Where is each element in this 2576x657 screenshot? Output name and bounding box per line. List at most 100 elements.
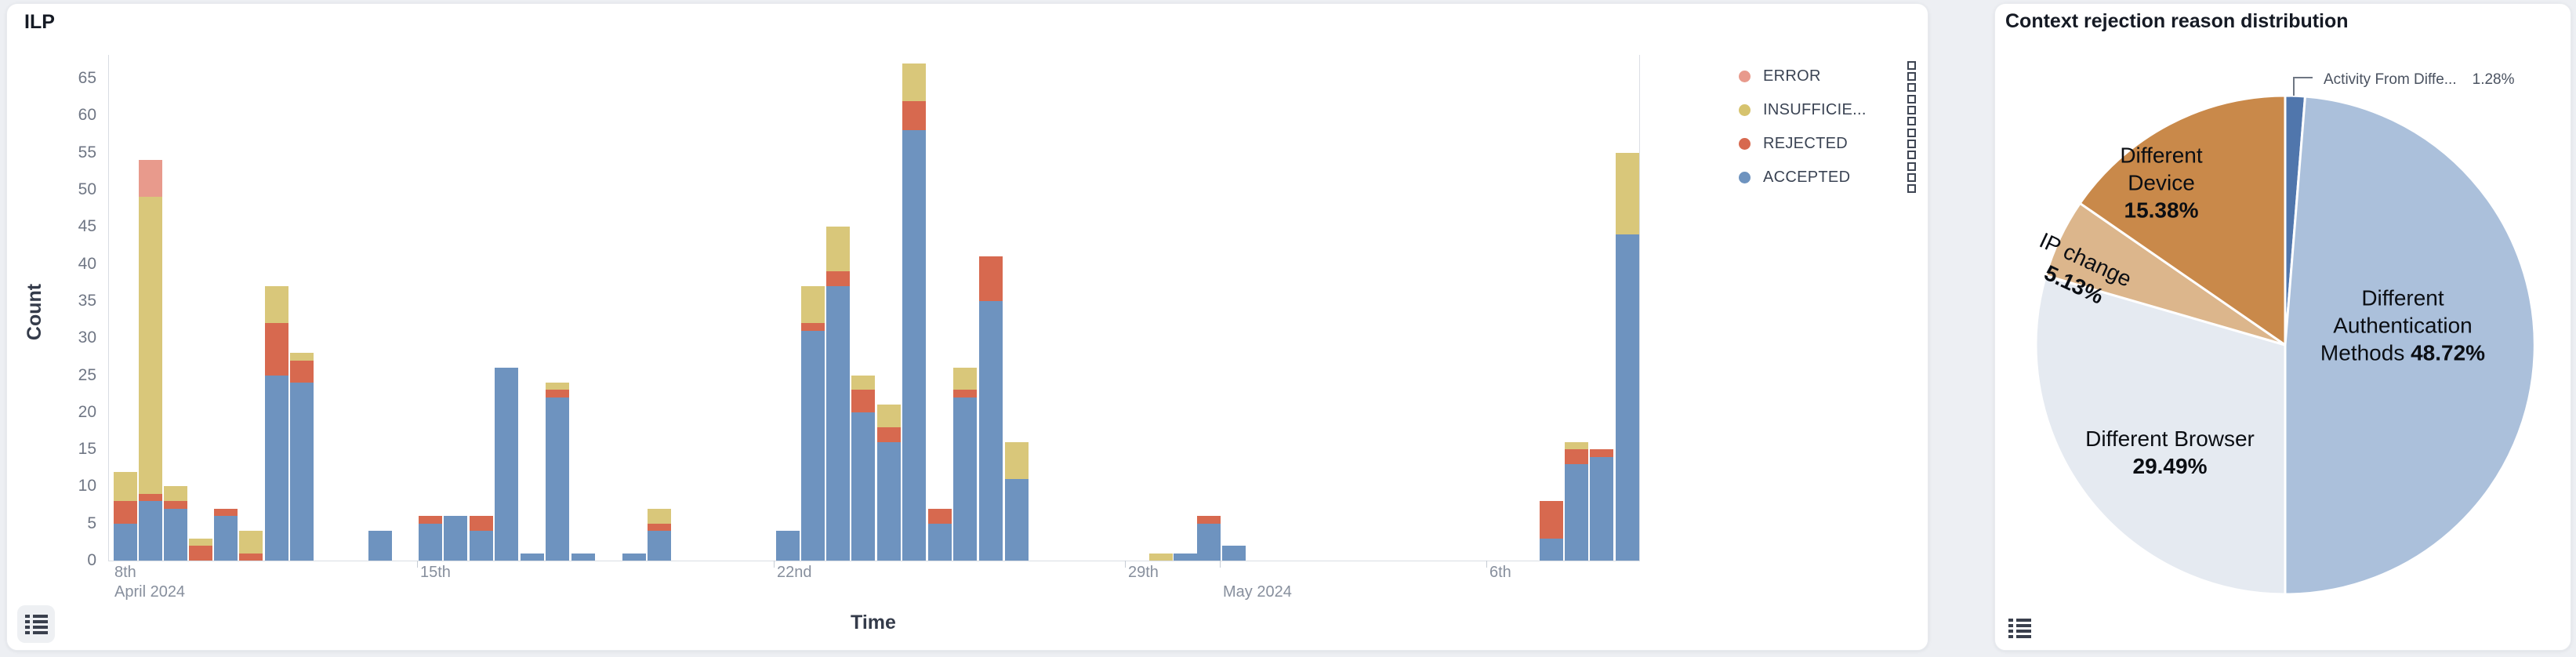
bar-segment-accepted[interactable] bbox=[419, 523, 442, 561]
legend-item-error[interactable]: ERROR bbox=[1739, 65, 1821, 87]
bar-segment-rejected[interactable] bbox=[648, 523, 671, 532]
stacked-bar[interactable] bbox=[1565, 441, 1588, 561]
bar-segment-accepted[interactable] bbox=[444, 516, 467, 561]
bar-segment-rejected[interactable] bbox=[826, 271, 850, 286]
stacked-bar[interactable] bbox=[1222, 546, 1246, 561]
stacked-bar[interactable] bbox=[368, 531, 392, 561]
bar-segment-accepted[interactable] bbox=[1197, 523, 1221, 561]
stacked-bar[interactable] bbox=[1149, 553, 1173, 561]
legend-item-rejected[interactable]: REJECTED bbox=[1739, 132, 1848, 154]
bar-segment-accepted[interactable] bbox=[114, 523, 137, 561]
bar-segment-insufficient[interactable] bbox=[265, 285, 288, 324]
bar-segment-rejected[interactable] bbox=[902, 100, 926, 131]
legend-item-accepted[interactable]: ACCEPTED bbox=[1739, 166, 1850, 188]
bar-segment-insufficient[interactable] bbox=[546, 382, 569, 390]
bar-segment-insufficient[interactable] bbox=[826, 227, 850, 272]
stacked-bar[interactable] bbox=[290, 353, 314, 561]
stacked-bar[interactable] bbox=[622, 553, 646, 561]
pie-slice-different-browser[interactable] bbox=[2034, 274, 2287, 596]
stacked-bar[interactable] bbox=[139, 160, 162, 561]
bar-segment-insufficient[interactable] bbox=[114, 471, 137, 502]
bar-segment-rejected[interactable] bbox=[265, 323, 288, 376]
bar-segment-rejected[interactable] bbox=[851, 390, 875, 412]
series-options-kebab-icon[interactable] bbox=[1907, 127, 1916, 160]
bar-segment-insufficient[interactable] bbox=[164, 486, 187, 502]
series-options-kebab-icon[interactable] bbox=[1907, 60, 1916, 93]
bar-segment-accepted[interactable] bbox=[622, 553, 646, 561]
bar-segment-rejected[interactable] bbox=[1565, 449, 1588, 465]
stacked-bar[interactable] bbox=[1616, 152, 1639, 561]
stacked-bar[interactable] bbox=[1540, 501, 1563, 561]
bar-segment-accepted[interactable] bbox=[290, 382, 314, 561]
bar-segment-accepted[interactable] bbox=[877, 441, 901, 561]
bar-segment-rejected[interactable] bbox=[546, 390, 569, 397]
bar-segment-insufficient[interactable] bbox=[648, 508, 671, 524]
bar-segment-accepted[interactable] bbox=[1005, 478, 1029, 561]
bar-segment-insufficient[interactable] bbox=[877, 405, 901, 427]
bar-segment-accepted[interactable] bbox=[1565, 464, 1588, 561]
bar-segment-insufficient[interactable] bbox=[902, 64, 926, 101]
pie-slice-different-device[interactable] bbox=[2078, 94, 2287, 347]
stacked-bar[interactable] bbox=[801, 286, 825, 561]
bar-segment-accepted[interactable] bbox=[1540, 538, 1563, 561]
stacked-bar[interactable] bbox=[164, 486, 187, 561]
bar-segment-rejected[interactable] bbox=[801, 323, 825, 331]
bar-segment-insufficient[interactable] bbox=[1616, 152, 1639, 234]
series-options-kebab-icon[interactable] bbox=[1907, 93, 1916, 126]
bar-segment-insufficient[interactable] bbox=[851, 375, 875, 390]
bar-segment-accepted[interactable] bbox=[495, 368, 518, 561]
stacked-bar[interactable] bbox=[928, 508, 952, 561]
bar-segment-accepted[interactable] bbox=[648, 531, 671, 561]
series-options-kebab-icon[interactable] bbox=[1907, 161, 1916, 194]
bar-segment-error[interactable] bbox=[139, 160, 162, 198]
bar-segment-accepted[interactable] bbox=[546, 397, 569, 561]
bar-segment-accepted[interactable] bbox=[470, 531, 493, 561]
stacked-bar[interactable] bbox=[214, 508, 238, 561]
stacked-bar[interactable] bbox=[470, 516, 493, 561]
stacked-bar[interactable] bbox=[979, 256, 1003, 561]
bar-segment-insufficient[interactable] bbox=[1005, 441, 1029, 479]
pie-data-view-button[interactable] bbox=[2001, 609, 2038, 647]
bar-segment-accepted[interactable] bbox=[1590, 456, 1613, 561]
bar-segment-rejected[interactable] bbox=[214, 508, 238, 517]
stacked-bar[interactable] bbox=[444, 516, 467, 561]
bar-segment-insufficient[interactable] bbox=[290, 353, 314, 361]
stacked-bar[interactable] bbox=[239, 531, 263, 561]
bar-segment-accepted[interactable] bbox=[776, 531, 800, 561]
stacked-bar[interactable] bbox=[1005, 441, 1029, 561]
bar-segment-accepted[interactable] bbox=[265, 375, 288, 561]
bar-segment-insufficient[interactable] bbox=[953, 368, 977, 390]
bar-segment-rejected[interactable] bbox=[189, 546, 212, 561]
bar-segment-accepted[interactable] bbox=[979, 300, 1003, 561]
stacked-bar[interactable] bbox=[1197, 516, 1221, 561]
bar-segment-accepted[interactable] bbox=[902, 130, 926, 561]
stacked-bar[interactable] bbox=[902, 64, 926, 561]
bar-segment-rejected[interactable] bbox=[290, 360, 314, 383]
bar-segment-insufficient[interactable] bbox=[189, 538, 212, 546]
bar-segment-accepted[interactable] bbox=[571, 553, 595, 561]
bar-segment-rejected[interactable] bbox=[419, 516, 442, 524]
bar-segment-accepted[interactable] bbox=[1174, 553, 1197, 561]
bar-segment-accepted[interactable] bbox=[521, 553, 544, 561]
stacked-bar[interactable] bbox=[776, 531, 800, 561]
bar-segment-accepted[interactable] bbox=[214, 516, 238, 561]
stacked-bar[interactable] bbox=[571, 553, 595, 561]
bar-segment-rejected[interactable] bbox=[139, 493, 162, 502]
stacked-bar[interactable] bbox=[953, 368, 977, 561]
stacked-bar[interactable] bbox=[1174, 553, 1197, 561]
bar-segment-rejected[interactable] bbox=[164, 501, 187, 509]
stacked-bar[interactable] bbox=[648, 508, 671, 561]
bar-segment-insufficient[interactable] bbox=[139, 197, 162, 494]
bar-segment-accepted[interactable] bbox=[368, 531, 392, 561]
bar-segment-rejected[interactable] bbox=[239, 553, 263, 561]
stacked-bar[interactable] bbox=[877, 405, 901, 561]
bar-segment-accepted[interactable] bbox=[953, 397, 977, 561]
bar-segment-rejected[interactable] bbox=[1197, 516, 1221, 524]
stacked-bar[interactable] bbox=[265, 285, 288, 561]
bar-segment-insufficient[interactable] bbox=[801, 286, 825, 324]
bar-segment-accepted[interactable] bbox=[1222, 546, 1246, 561]
bar-segment-accepted[interactable] bbox=[801, 330, 825, 561]
bar-segment-rejected[interactable] bbox=[1540, 501, 1563, 539]
bar-segment-accepted[interactable] bbox=[851, 412, 875, 561]
stacked-bar[interactable] bbox=[521, 553, 544, 561]
